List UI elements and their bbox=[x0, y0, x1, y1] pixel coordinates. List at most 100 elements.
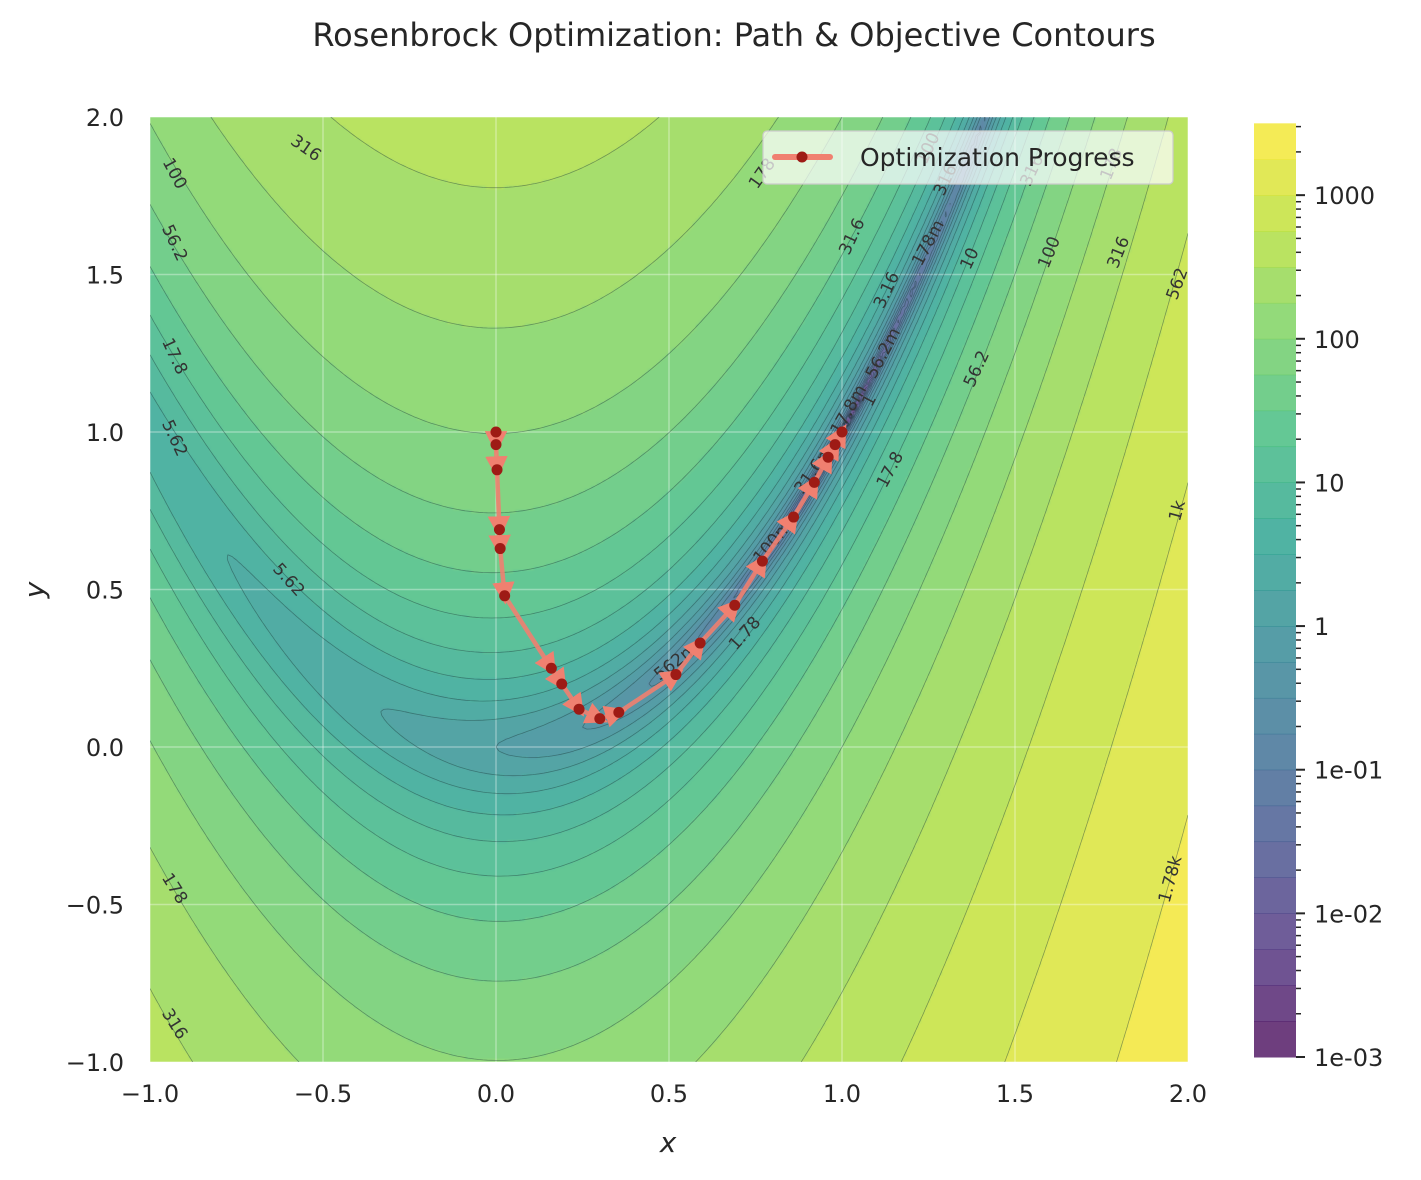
colorbar-band bbox=[1254, 482, 1296, 519]
colorbar-band bbox=[1254, 518, 1296, 555]
colorbar-tick-label: 1e-03 bbox=[1314, 1044, 1383, 1072]
path-point bbox=[490, 426, 502, 438]
colorbar-tick-label: 100 bbox=[1314, 326, 1360, 354]
colorbar-band bbox=[1254, 195, 1296, 232]
colorbar-band bbox=[1254, 626, 1296, 663]
contour-line bbox=[495, 117, 997, 758]
colorbar-band bbox=[1254, 913, 1296, 950]
contour-line bbox=[150, 117, 1023, 842]
path-segment bbox=[616, 669, 684, 715]
contour-line bbox=[380, 117, 1001, 777]
path-point bbox=[729, 599, 741, 611]
colorbar-band bbox=[1254, 877, 1296, 914]
contour-line bbox=[900, 233, 1188, 1062]
colorbar-band bbox=[1254, 733, 1296, 771]
contour-label: 1k bbox=[1165, 498, 1190, 523]
path-segment bbox=[492, 546, 515, 605]
colorbar-tick-label: 10 bbox=[1314, 469, 1345, 497]
path-point bbox=[556, 678, 568, 690]
colorbar-band bbox=[1254, 1021, 1296, 1058]
y-tick-label: 1.5 bbox=[86, 262, 124, 290]
path-segment bbox=[760, 509, 799, 564]
path-point bbox=[822, 451, 834, 463]
path-point bbox=[594, 713, 606, 725]
path-point bbox=[788, 511, 800, 523]
contour-line bbox=[150, 117, 1014, 816]
path-point bbox=[499, 590, 511, 602]
colorbar-band bbox=[1254, 159, 1296, 196]
colorbar-band bbox=[1254, 769, 1296, 807]
contour-line bbox=[150, 117, 1070, 982]
path-point bbox=[836, 426, 848, 438]
colorbar-band bbox=[1254, 374, 1296, 412]
colorbar-tick-label: 1000 bbox=[1314, 182, 1375, 210]
y-tick-label: 2.0 bbox=[86, 104, 124, 132]
x-tick-label: −0.5 bbox=[294, 1080, 352, 1108]
legend-label: Optimization Progress bbox=[860, 143, 1135, 172]
path-point bbox=[491, 464, 503, 476]
path-point bbox=[829, 439, 841, 451]
y-tick-label: 0.5 bbox=[86, 577, 124, 605]
colorbar-band bbox=[1254, 231, 1296, 268]
colorbar-band bbox=[1254, 805, 1296, 843]
y-tick-label: −0.5 bbox=[66, 892, 124, 920]
colorbar-tick-label: 1e-01 bbox=[1314, 757, 1383, 785]
path-point bbox=[490, 439, 502, 451]
path-segment bbox=[791, 474, 819, 520]
path-point bbox=[808, 476, 820, 488]
contour-line bbox=[1004, 482, 1188, 1062]
legend-box bbox=[762, 130, 1174, 185]
x-tick-label: 1.0 bbox=[823, 1080, 861, 1108]
colorbar-band bbox=[1254, 949, 1296, 986]
contour-fill bbox=[150, 117, 1188, 1062]
colorbar-band bbox=[1254, 338, 1296, 376]
colorbar-band bbox=[1254, 590, 1296, 627]
contour-line bbox=[226, 117, 1007, 795]
colorbar-blocks bbox=[1254, 123, 1296, 1058]
colorbar-band bbox=[1254, 410, 1296, 448]
x-tick-label: 0.0 bbox=[477, 1080, 515, 1108]
path-point bbox=[694, 637, 706, 649]
x-axis-label: x bbox=[659, 1126, 677, 1159]
colorbar-band bbox=[1254, 123, 1296, 160]
colorbar-band bbox=[1254, 266, 1296, 304]
x-axis-ticks: −1.0 −0.5 0.0 0.5 1.0 1.5 2.0 bbox=[121, 1080, 1207, 1108]
contour-line bbox=[150, 117, 1035, 877]
colorbar: 1e-03 1e-02 1e-01 1 10 100 1000 bbox=[1254, 123, 1383, 1072]
chart-title: Rosenbrock Optimization: Path & Objectiv… bbox=[312, 16, 1155, 54]
path-point bbox=[494, 543, 506, 555]
path-point bbox=[670, 669, 682, 681]
x-tick-label: 2.0 bbox=[1169, 1080, 1207, 1108]
colorbar-band bbox=[1254, 985, 1296, 1022]
colorbar-band bbox=[1254, 446, 1296, 483]
colorbar-band bbox=[1254, 554, 1296, 591]
colorbar-band bbox=[1254, 661, 1296, 699]
y-axis-ticks: −1.0 −0.5 0.0 0.5 1.0 1.5 2.0 bbox=[66, 104, 124, 1077]
x-tick-label: −1.0 bbox=[121, 1080, 179, 1108]
legend-marker bbox=[796, 151, 808, 163]
contour-line bbox=[150, 117, 1050, 922]
y-tick-label: 1.0 bbox=[86, 419, 124, 447]
legend: Optimization Progress bbox=[762, 130, 1174, 185]
contour-line bbox=[1116, 814, 1188, 1062]
contour-line bbox=[150, 117, 1096, 1061]
optimization-path bbox=[484, 424, 848, 728]
path-segment bbox=[487, 467, 511, 539]
path-point bbox=[573, 703, 585, 715]
path-point bbox=[493, 524, 505, 536]
x-tick-label: 1.5 bbox=[996, 1080, 1034, 1108]
plot-area: 31610056.217.85.625.6217831617831.63.161… bbox=[150, 117, 1190, 1062]
path-segment bbox=[673, 635, 706, 677]
colorbar-tick-label: 1e-02 bbox=[1314, 900, 1383, 928]
colorbar-ticks: 1e-03 1e-02 1e-01 1 10 100 1000 bbox=[1296, 125, 1383, 1072]
path-segment bbox=[732, 553, 768, 608]
y-tick-label: 0.0 bbox=[86, 734, 124, 762]
path-point bbox=[613, 706, 625, 718]
x-tick-label: 0.5 bbox=[650, 1080, 688, 1108]
path-segment bbox=[697, 598, 741, 646]
y-tick-label: −1.0 bbox=[66, 1049, 124, 1077]
path-segment bbox=[502, 593, 557, 676]
colorbar-tick-label: 1 bbox=[1314, 613, 1329, 641]
y-axis-label: y bbox=[18, 581, 51, 599]
